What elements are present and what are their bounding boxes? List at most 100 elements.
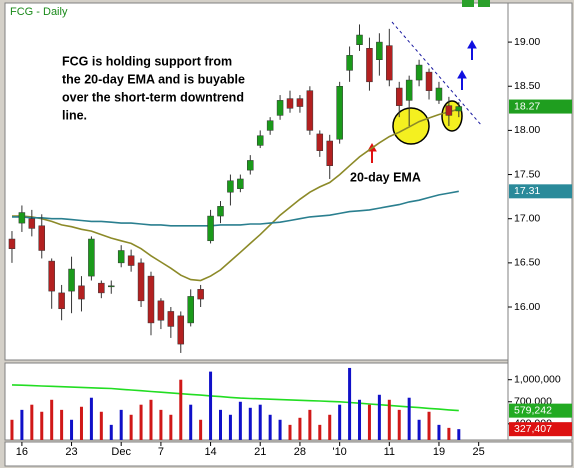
volume-bar bbox=[298, 417, 302, 440]
candle-body bbox=[18, 212, 26, 224]
volume-bar bbox=[228, 414, 232, 440]
volume-bar bbox=[40, 411, 44, 440]
volume-bar bbox=[387, 399, 391, 440]
date-panel bbox=[4, 441, 573, 467]
volume-bar bbox=[308, 409, 312, 440]
volume-bar bbox=[10, 419, 14, 440]
candle-body bbox=[8, 238, 16, 249]
candle-body bbox=[316, 133, 324, 151]
candle-body bbox=[435, 87, 443, 101]
candle-body bbox=[167, 311, 175, 327]
volume-bar bbox=[50, 399, 54, 440]
volume-bar bbox=[288, 424, 292, 440]
price-marker bbox=[509, 422, 572, 437]
candle-body bbox=[207, 215, 214, 242]
y-tick-label: 1,000,000 bbox=[514, 373, 561, 385]
candle-body bbox=[217, 206, 224, 217]
price-marker bbox=[509, 403, 572, 418]
x-tick-label: 7 bbox=[158, 446, 164, 458]
volume-bar bbox=[338, 404, 342, 440]
price-marker-label: 18.27 bbox=[514, 100, 540, 112]
volume-bar bbox=[109, 424, 113, 440]
candle-body bbox=[127, 255, 135, 266]
y-tick-label: 19.00 bbox=[514, 36, 540, 48]
candle-body bbox=[346, 55, 353, 71]
volume-bar bbox=[447, 427, 451, 440]
x-tick-label: 23 bbox=[65, 446, 77, 458]
candle-body bbox=[455, 106, 463, 112]
volume-bar bbox=[99, 411, 103, 440]
volume-bar bbox=[278, 419, 282, 440]
candle-body bbox=[28, 218, 36, 229]
price-panel bbox=[4, 2, 509, 361]
volume-bar bbox=[79, 406, 83, 440]
price-marker-label: 17.31 bbox=[514, 185, 540, 197]
x-tick-label: 28 bbox=[294, 446, 306, 458]
candle-body bbox=[336, 85, 343, 140]
price-marker-label: 327,407 bbox=[514, 423, 552, 435]
candle-body bbox=[376, 41, 383, 61]
volume-bar bbox=[119, 409, 123, 440]
chart-title: FCG - Daily bbox=[10, 6, 68, 18]
volume-bar bbox=[358, 399, 362, 440]
candle-body bbox=[366, 48, 373, 83]
axis-panel bbox=[507, 2, 573, 441]
candle-body bbox=[445, 105, 453, 116]
x-tick-label: 25 bbox=[473, 446, 485, 458]
volume-bar bbox=[318, 424, 322, 440]
line bbox=[11, 384, 459, 412]
price-marker-label: 579,242 bbox=[514, 404, 552, 416]
y-tick-label: 18.00 bbox=[514, 124, 540, 136]
y-tick-label: 17.00 bbox=[514, 212, 540, 224]
y-tick-label: 16.00 bbox=[514, 301, 540, 313]
candle-body bbox=[415, 64, 423, 81]
candle-body bbox=[237, 178, 244, 189]
volume-bar bbox=[189, 404, 193, 440]
candle-body bbox=[58, 292, 65, 310]
volume-bar bbox=[60, 409, 64, 440]
note-line: the 20-day EMA and is buyable bbox=[62, 72, 245, 86]
volume-bar bbox=[238, 401, 242, 440]
candle-body bbox=[425, 71, 433, 91]
candle-body bbox=[38, 225, 46, 251]
volume-bar bbox=[218, 409, 222, 440]
volume-bar bbox=[30, 404, 34, 440]
x-tick-label: 11 bbox=[384, 446, 395, 458]
candle-body bbox=[276, 100, 284, 116]
volume-bar bbox=[179, 379, 183, 440]
candle-body bbox=[386, 45, 393, 81]
toolbar-icon bbox=[478, 0, 490, 7]
candle-body bbox=[286, 98, 294, 109]
volume-bar bbox=[457, 429, 461, 440]
volume-bar bbox=[328, 414, 332, 440]
downtrend-line bbox=[391, 21, 483, 127]
note-line: FCG is holding support from bbox=[62, 54, 232, 68]
x-tick-label: 19 bbox=[433, 446, 445, 458]
arrow bbox=[467, 39, 477, 60]
candle-body bbox=[296, 98, 304, 107]
volume-bar bbox=[248, 407, 252, 440]
volume-bar bbox=[129, 414, 133, 440]
volume-bar bbox=[169, 414, 173, 440]
volume-panel bbox=[4, 362, 509, 441]
y-tick-label: 18.50 bbox=[514, 80, 540, 92]
candle-body bbox=[187, 296, 194, 324]
volume-bar bbox=[268, 414, 272, 440]
candle-body bbox=[157, 300, 165, 321]
line bbox=[12, 108, 460, 282]
x-tick-label: '10 bbox=[332, 446, 346, 458]
volume-bar bbox=[89, 397, 93, 440]
candle-body bbox=[98, 282, 105, 294]
y-tick-label: 17.50 bbox=[514, 168, 540, 180]
volume-bar bbox=[437, 424, 441, 440]
x-tick-label: 21 bbox=[254, 446, 266, 458]
volume-bar bbox=[377, 394, 381, 440]
candle-body bbox=[68, 268, 75, 292]
volume-bar bbox=[397, 409, 401, 440]
x-tick-label: 14 bbox=[204, 446, 216, 458]
x-tick-label: 16 bbox=[16, 446, 28, 458]
note-line: line. bbox=[62, 108, 87, 122]
price-marker bbox=[509, 99, 572, 114]
volume-bar bbox=[367, 404, 371, 440]
candle-body bbox=[78, 285, 85, 300]
